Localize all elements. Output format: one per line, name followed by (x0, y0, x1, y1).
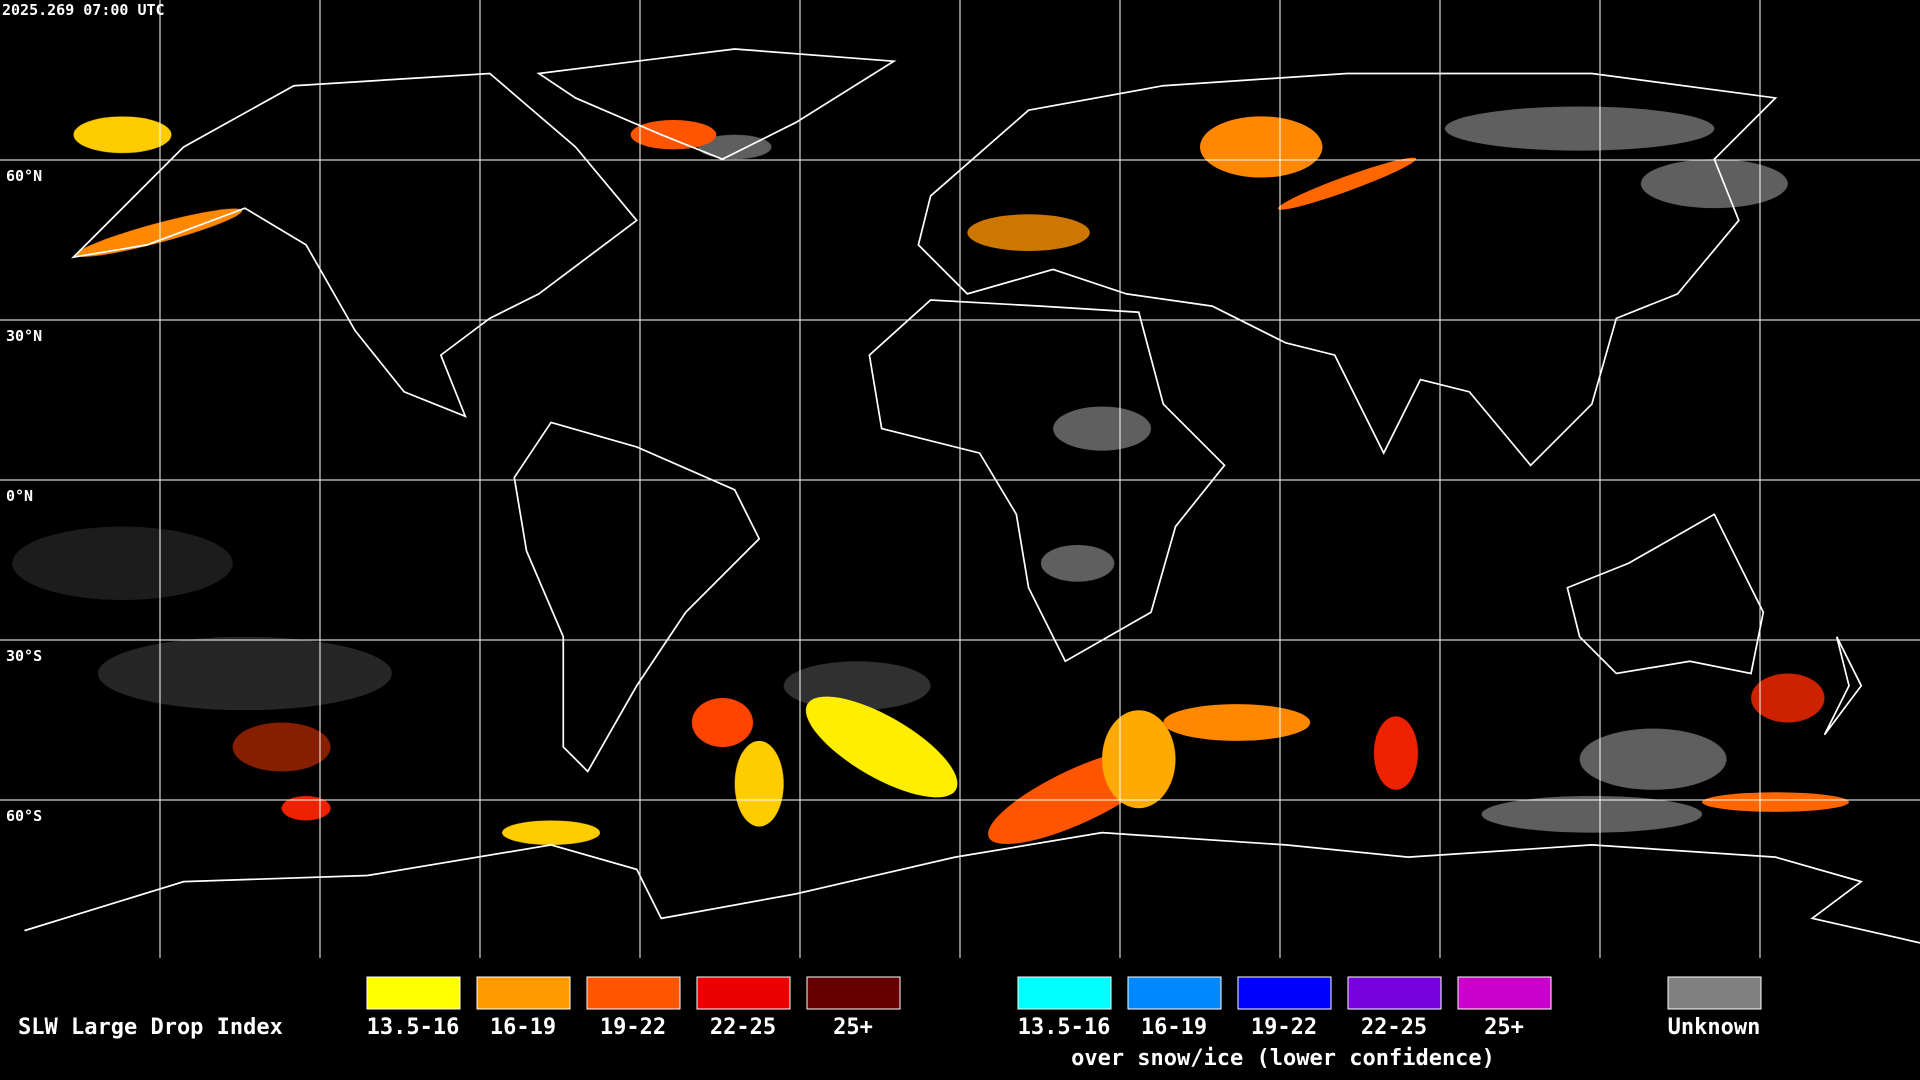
latitude-label: 60°N (6, 167, 42, 185)
legend-swatch (476, 976, 571, 1010)
legend-label: Unknown (1668, 1015, 1761, 1040)
legend-label: 22-25 (710, 1015, 776, 1040)
legend-swatch (1017, 976, 1112, 1010)
legend-label: 13.5-16 (367, 1015, 460, 1040)
legend-swatch (806, 976, 901, 1010)
map: 2025.269 07:00 UTC 60°N 30°N 0°N 30°S 60… (0, 0, 1920, 958)
legend-swatch (586, 976, 681, 1010)
legend-swatch (1667, 976, 1762, 1010)
legend-label: 16-19 (1141, 1015, 1207, 1040)
latitude-label: 30°S (6, 647, 42, 665)
legend-label: 13.5-16 (1018, 1015, 1111, 1040)
legend-label: 19-22 (600, 1015, 666, 1040)
legend-label: 22-25 (1361, 1015, 1427, 1040)
legend-label: 25+ (833, 1015, 873, 1040)
legend-label: 16-19 (490, 1015, 556, 1040)
legend: SLW Large Drop Index over snow/ice (lowe… (18, 976, 1762, 1071)
legend-swatch (1237, 976, 1332, 1010)
legend-label: 19-22 (1251, 1015, 1317, 1040)
legend-swatch (1127, 976, 1222, 1010)
latitude-label: 30°N (6, 327, 42, 345)
legend-swatch (366, 976, 461, 1010)
latitude-label: 0°N (6, 487, 33, 505)
legend-swatch (1347, 976, 1442, 1010)
graticule (0, 0, 1920, 958)
legend-swatch (696, 976, 791, 1010)
legend-caption: over snow/ice (lower confidence) (1071, 1046, 1495, 1071)
timestamp: 2025.269 07:00 UTC (2, 1, 165, 19)
legend-swatch (1457, 976, 1552, 1010)
legend-title: SLW Large Drop Index (18, 1015, 283, 1040)
coastlines (24, 48, 1920, 944)
legend-label: 25+ (1484, 1015, 1524, 1040)
latitude-label: 60°S (6, 807, 42, 825)
